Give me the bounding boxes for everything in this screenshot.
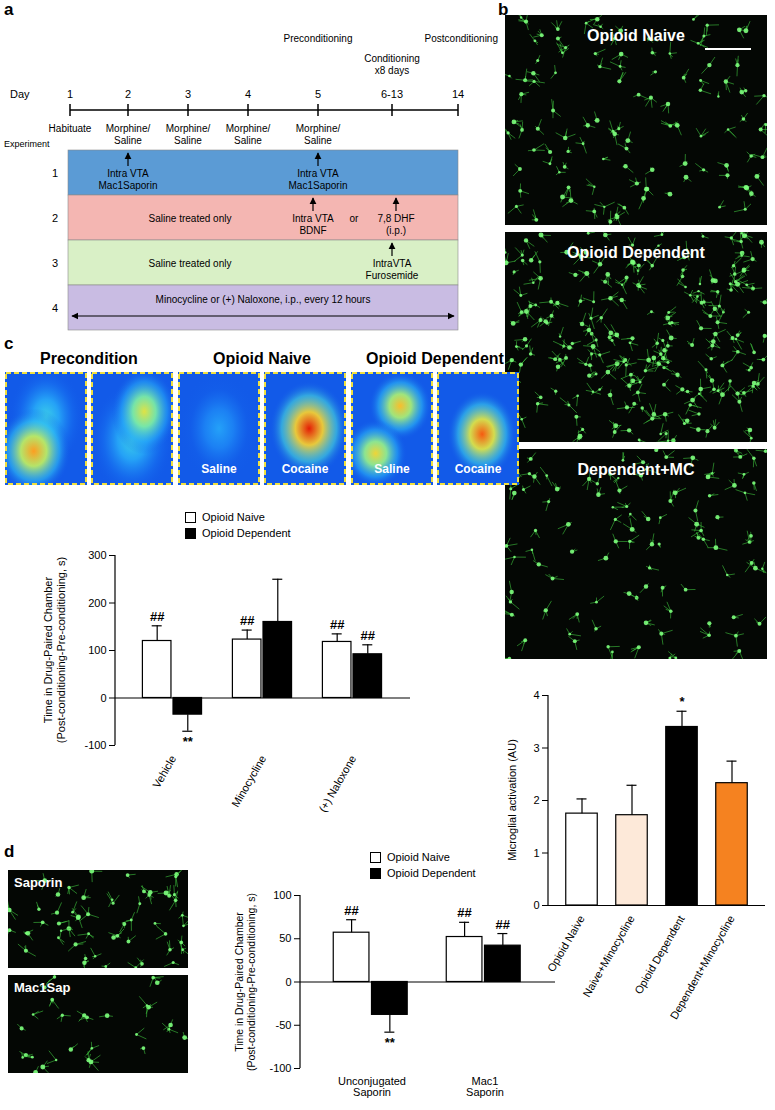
svg-text:6-13: 6-13 xyxy=(381,88,403,100)
svg-text:Opioid Dependent: Opioid Dependent xyxy=(632,913,687,996)
svg-text:(+) Naloxone: (+) Naloxone xyxy=(316,753,358,814)
svg-text:2: 2 xyxy=(125,88,131,100)
svg-text:Intra VTAMac1Saporin: Intra VTAMac1Saporin xyxy=(99,168,158,191)
svg-text:##: ## xyxy=(496,917,511,932)
svg-text:Saline: Saline xyxy=(201,462,237,476)
svg-text:0: 0 xyxy=(100,692,106,704)
svg-text:##: ## xyxy=(330,617,345,632)
svg-text:1: 1 xyxy=(533,847,539,859)
html-text:c: c xyxy=(4,334,14,353)
svg-text:Postconditioning: Postconditioning xyxy=(425,33,498,44)
svg-text:##: ## xyxy=(344,903,359,918)
svg-text:IntraVTAFurosemide: IntraVTAFurosemide xyxy=(366,258,419,281)
svg-text:Vehicle: Vehicle xyxy=(150,753,178,790)
svg-text:Morphine/Saline: Morphine/Saline xyxy=(106,123,151,146)
svg-text:Naive+Minocycline: Naive+Minocycline xyxy=(580,913,636,999)
svg-text:Experiment: Experiment xyxy=(4,139,50,149)
svg-text:3: 3 xyxy=(52,257,58,269)
svg-text:##: ## xyxy=(457,905,472,920)
svg-text:-100: -100 xyxy=(269,1062,291,1074)
svg-text:Cocaine: Cocaine xyxy=(455,462,502,476)
svg-text:3: 3 xyxy=(185,88,191,100)
svg-text:1: 1 xyxy=(52,167,58,179)
svg-text:3: 3 xyxy=(533,742,539,754)
svg-text:##: ## xyxy=(361,628,376,643)
svg-text:Opioid Dependent: Opioid Dependent xyxy=(567,244,705,261)
svg-text:7,8 DHF(i.p.): 7,8 DHF(i.p.) xyxy=(377,213,414,236)
svg-text:Morphine/Saline: Morphine/Saline xyxy=(226,123,271,146)
html-text:Time in Drug-Paired Chamber (P: Time in Drug-Paired Chamber (Post-condit… xyxy=(232,892,257,1071)
svg-text:Opioid Naive: Opioid Naive xyxy=(587,27,685,44)
svg-text:Preconditioning: Preconditioning xyxy=(284,33,353,44)
svg-text:50: 50 xyxy=(279,932,291,944)
svg-text:-50: -50 xyxy=(276,1019,292,1031)
svg-text:Conditioningx8 days: Conditioningx8 days xyxy=(364,53,420,76)
svg-text:Saline treated only: Saline treated only xyxy=(149,258,232,269)
svg-text:Cocaine: Cocaine xyxy=(282,462,329,476)
svg-text:Precondition: Precondition xyxy=(40,350,138,367)
svg-text:300: 300 xyxy=(88,549,106,561)
svg-text:Saline: Saline xyxy=(374,462,410,476)
svg-text:5: 5 xyxy=(315,88,321,100)
svg-text:Day: Day xyxy=(10,88,30,100)
svg-text:Intra VTABDNF: Intra VTABDNF xyxy=(292,213,334,236)
html-text:Opioid Naive: Opioid Naive xyxy=(387,851,450,863)
svg-text:Mac1Saporin: Mac1Saporin xyxy=(466,1075,504,1098)
svg-text:100: 100 xyxy=(88,644,106,656)
html-text:Microglial activation (AU): Microglial activation (AU) xyxy=(505,739,518,861)
svg-text:4: 4 xyxy=(533,689,539,701)
svg-text:2: 2 xyxy=(533,794,539,806)
svg-text:4: 4 xyxy=(245,88,251,100)
svg-text:Morphine/Saline: Morphine/Saline xyxy=(166,123,211,146)
svg-text:2: 2 xyxy=(52,212,58,224)
svg-text:14: 14 xyxy=(452,88,464,100)
svg-text:Habituate: Habituate xyxy=(49,123,92,134)
html-text:a: a xyxy=(4,0,14,19)
svg-text:##: ## xyxy=(150,609,165,624)
html-text:Opioid Naive: Opioid Naive xyxy=(202,511,265,523)
html-text:Opioid Dependent: Opioid Dependent xyxy=(202,527,291,539)
svg-text:Opioid Naive: Opioid Naive xyxy=(213,350,311,367)
svg-text:Morphine/Saline: Morphine/Saline xyxy=(296,123,341,146)
svg-text:100: 100 xyxy=(273,889,291,901)
svg-text:Opioid Naive: Opioid Naive xyxy=(545,913,587,974)
html-text:b: b xyxy=(498,0,509,19)
svg-text:##: ## xyxy=(240,613,255,628)
html-text:Time in Drug-Paired Chamber (P: Time in Drug-Paired Chamber (Post-condit… xyxy=(42,556,67,744)
svg-text:*: * xyxy=(679,694,685,709)
svg-text:**: ** xyxy=(385,1035,396,1050)
svg-text:Intra VTAMac1Saporin: Intra VTAMac1Saporin xyxy=(289,168,348,191)
svg-text:**: ** xyxy=(183,734,194,749)
svg-text:4: 4 xyxy=(52,302,58,314)
svg-text:UnconjugatedSaporin: UnconjugatedSaporin xyxy=(338,1075,406,1098)
svg-text:or: or xyxy=(350,213,360,224)
svg-text:0: 0 xyxy=(285,976,291,988)
svg-text:Mac1Sap: Mac1Sap xyxy=(14,980,70,995)
svg-text:Dependent+Minocycline: Dependent+Minocycline xyxy=(668,913,737,1021)
svg-text:-100: -100 xyxy=(84,739,106,751)
svg-text:0: 0 xyxy=(533,899,539,911)
svg-text:Minocycline: Minocycline xyxy=(229,753,268,809)
svg-text:1: 1 xyxy=(67,88,73,100)
html-text:d: d xyxy=(4,842,15,861)
svg-text:Dependent+MC: Dependent+MC xyxy=(578,461,695,478)
svg-text:Minocycline or (+) Naloxone, i: Minocycline or (+) Naloxone, i.p., every… xyxy=(156,294,371,305)
html-text:Opioid Dependent: Opioid Dependent xyxy=(387,867,476,879)
svg-text:Saporin: Saporin xyxy=(14,875,62,890)
svg-text:Saline treated only: Saline treated only xyxy=(149,213,232,224)
svg-text:Opioid Dependent: Opioid Dependent xyxy=(366,350,504,367)
svg-text:200: 200 xyxy=(88,597,106,609)
